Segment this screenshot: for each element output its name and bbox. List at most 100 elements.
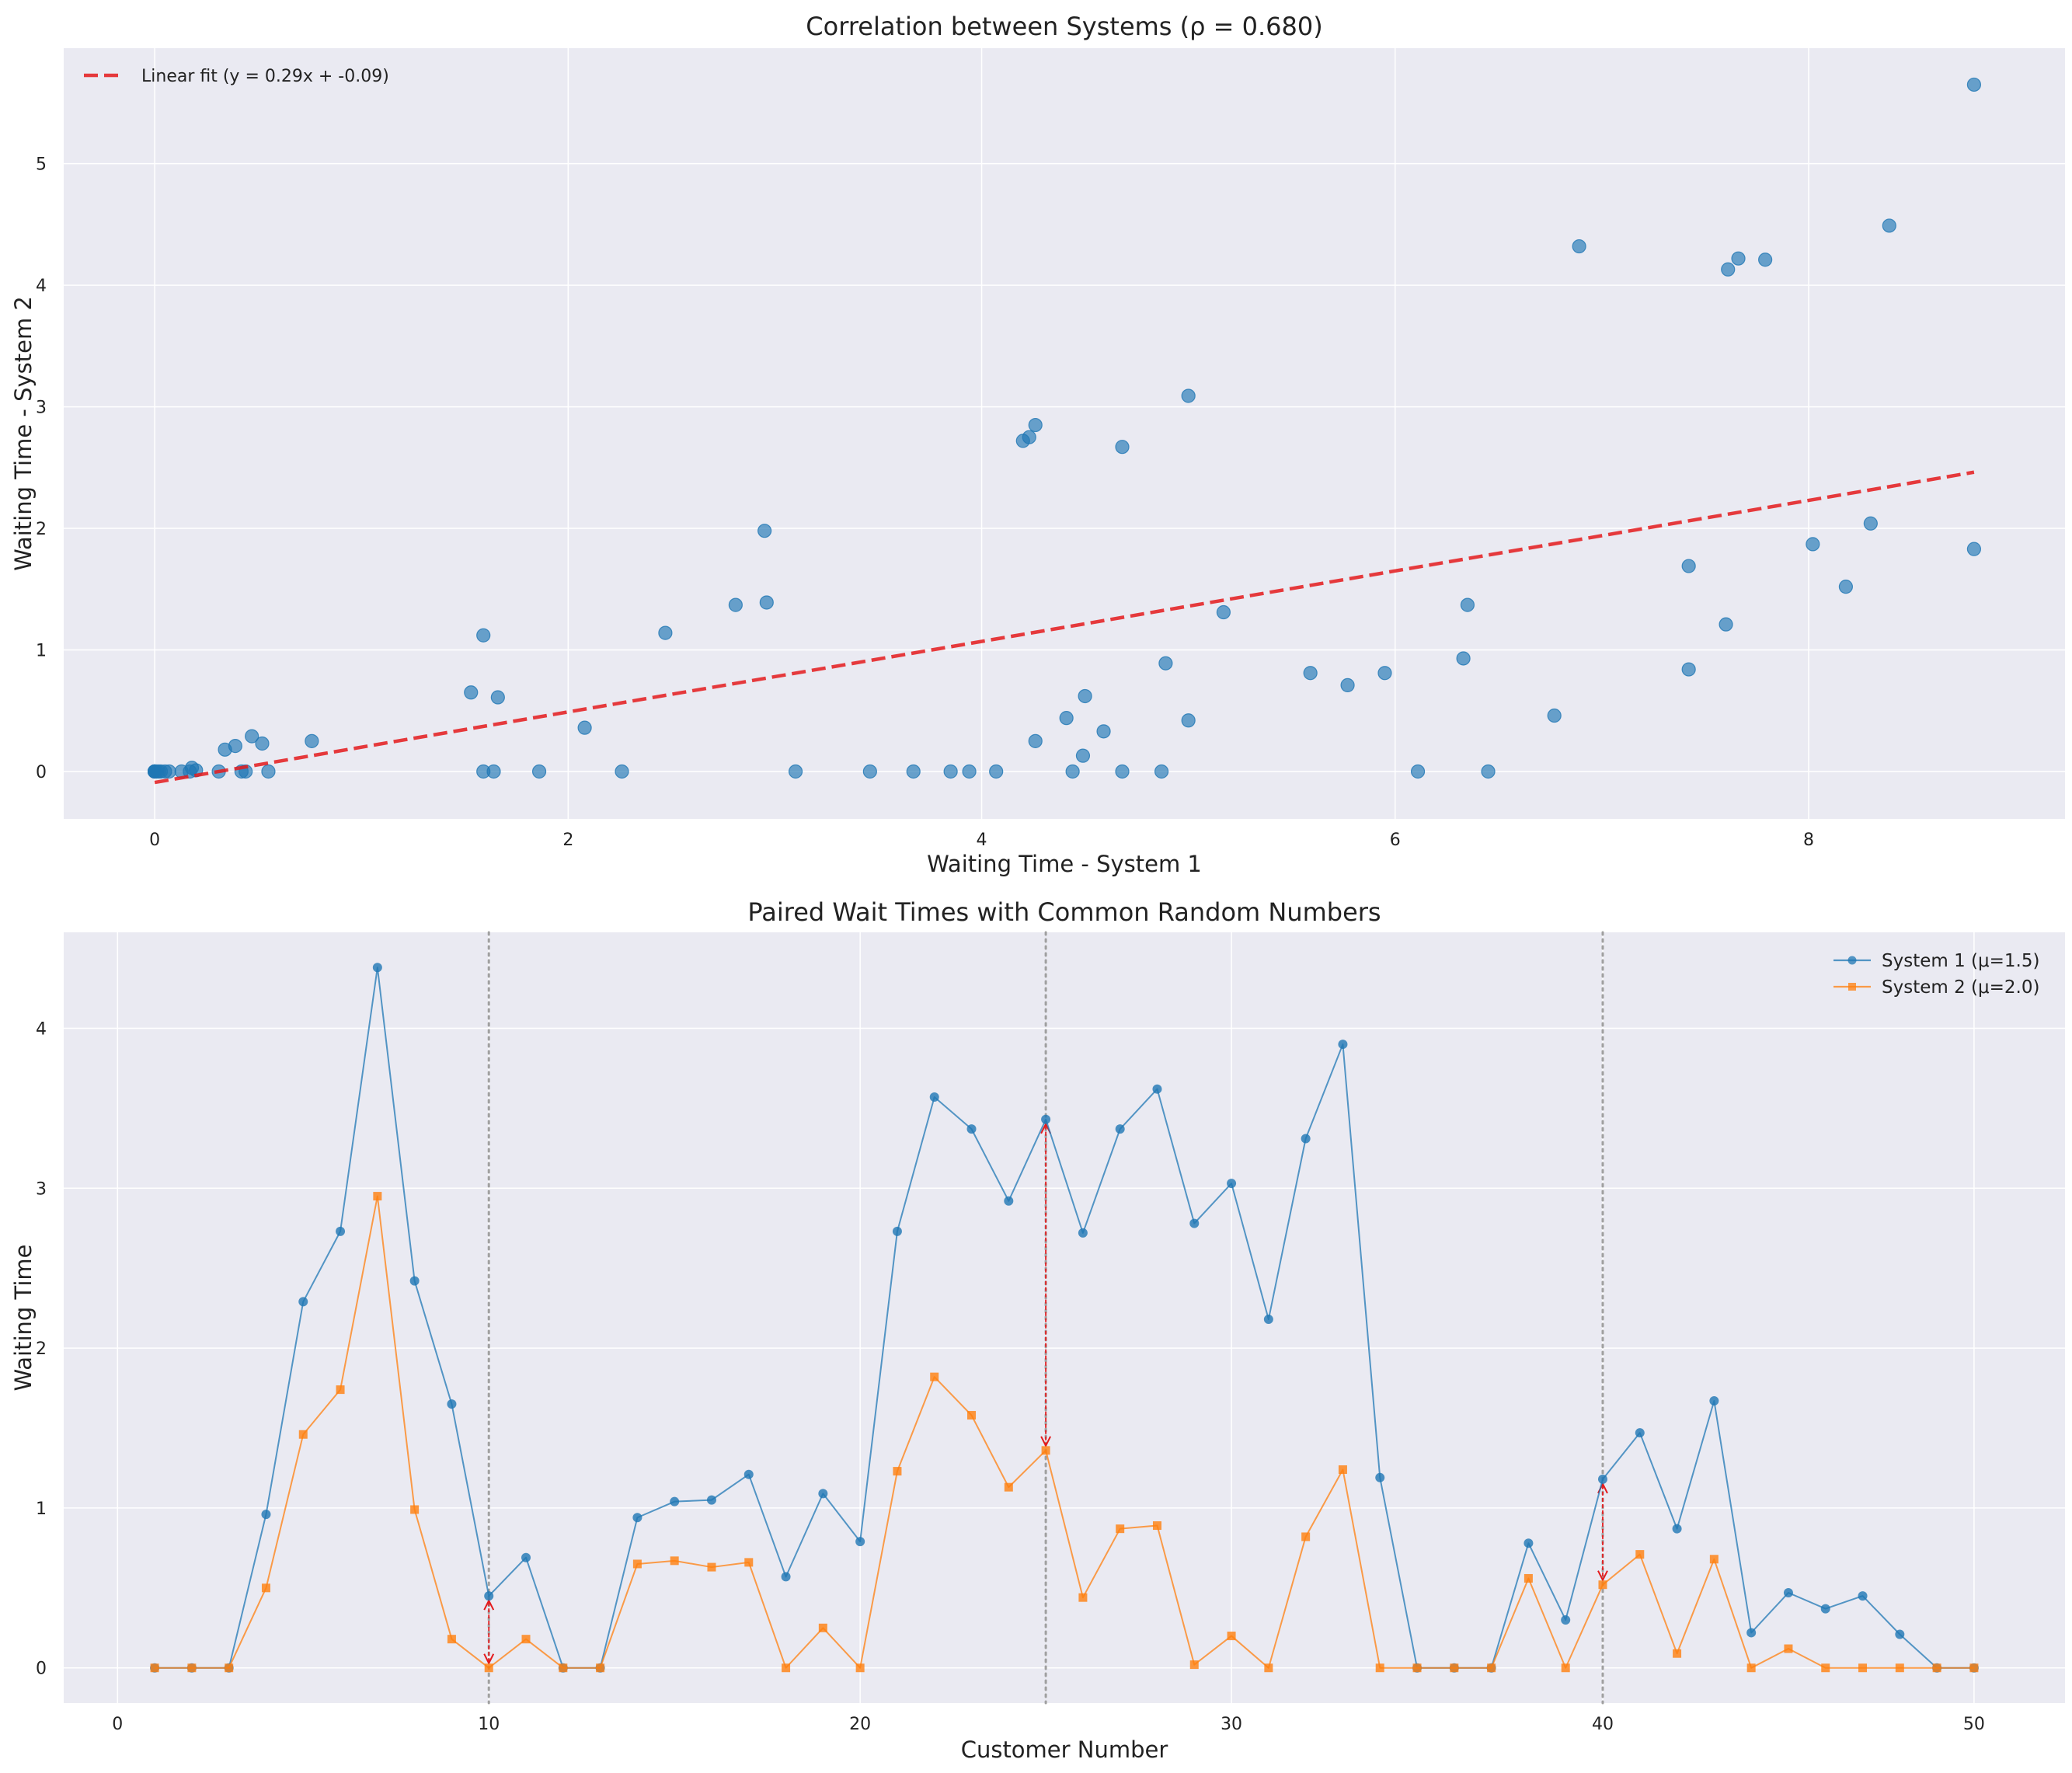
scatter-point xyxy=(1410,764,1426,779)
scatter-point xyxy=(1719,617,1733,632)
scatter-point xyxy=(184,761,200,775)
series-2-point xyxy=(1895,1663,1904,1673)
series-1-point xyxy=(743,1469,754,1479)
series-2-point xyxy=(1116,1524,1125,1534)
scatter-x-tick-label: 0 xyxy=(149,831,160,850)
series-2-point xyxy=(893,1467,902,1476)
series-2-point xyxy=(1264,1663,1273,1673)
series-1-point xyxy=(1004,1196,1014,1206)
paired-y-tick-label: 4 xyxy=(36,1019,47,1039)
series-1-point xyxy=(855,1537,865,1547)
legend-system1-marker xyxy=(1847,956,1857,965)
scatter-point xyxy=(305,733,319,748)
series-2 xyxy=(150,1192,1979,1673)
scatter-x-tick-label: 4 xyxy=(977,831,987,850)
series-2-point xyxy=(670,1556,679,1566)
paired-panel: 0 10 20 30 40 50 0 1 2 3 4 Paired Wait Times with… xyxy=(10,897,2065,1763)
scatter-point xyxy=(1456,651,1471,666)
series-1-point xyxy=(1709,1396,1719,1406)
scatter-point xyxy=(1731,251,1746,266)
series-2-point xyxy=(1635,1550,1645,1559)
scatter-point xyxy=(658,625,673,640)
series-2-point xyxy=(1746,1663,1756,1673)
scatter-point xyxy=(1966,77,1982,92)
scatter-point xyxy=(1681,662,1696,677)
paired-y-tick-label: 0 xyxy=(36,1660,47,1679)
series-2-point xyxy=(225,1663,234,1673)
paired-x-tick-label: 10 xyxy=(478,1715,500,1734)
series-1-point xyxy=(1227,1179,1237,1189)
series-1-point xyxy=(966,1124,977,1134)
scatter-point xyxy=(1460,597,1475,612)
scatter-point xyxy=(261,764,276,779)
scatter-point xyxy=(1966,542,1982,556)
series-1-point xyxy=(409,1276,420,1286)
series-1-point xyxy=(670,1496,680,1507)
series-1-point xyxy=(1041,1114,1051,1124)
series-2-point xyxy=(1301,1532,1311,1541)
series-2-point xyxy=(1450,1663,1459,1673)
scatter-point xyxy=(1806,537,1820,552)
scatter-panel: 0 2 4 6 8 0 1 2 3 4 5 Correlation between Systems… xyxy=(10,12,2065,877)
series-2-point xyxy=(1524,1573,1533,1583)
series-2-point xyxy=(1078,1593,1088,1602)
scatter-point xyxy=(1481,764,1496,779)
paired-x-tick-label: 20 xyxy=(849,1715,871,1734)
paired-legend: System 1 (μ=1.5) System 2 (μ=2.0) xyxy=(1833,951,2039,998)
series-2-point xyxy=(1969,1663,1979,1673)
scatter-point xyxy=(1863,516,1878,531)
scatter-point xyxy=(757,524,772,538)
series-1-point xyxy=(372,963,382,973)
series-1-point xyxy=(1635,1428,1645,1438)
scatter-point xyxy=(1115,764,1130,779)
difference-arrow xyxy=(483,1598,495,1665)
series-1-point xyxy=(1189,1218,1200,1228)
scatter-point xyxy=(1115,440,1130,455)
series-1-point xyxy=(336,1226,346,1236)
scatter-point xyxy=(728,597,743,612)
scatter-point xyxy=(1059,711,1074,726)
scatter-point xyxy=(577,720,592,735)
series-1-point xyxy=(1301,1134,1311,1144)
scatter-y-label: Waiting Time - System 2 xyxy=(10,296,37,571)
series-2-point xyxy=(1821,1663,1830,1673)
series-2-point xyxy=(1412,1663,1422,1673)
scatter-point xyxy=(531,764,547,779)
scatter-x-tick-label: 8 xyxy=(1803,831,1814,850)
series-2-point xyxy=(1709,1555,1719,1564)
scatter-points xyxy=(147,77,1982,779)
series-2-point xyxy=(1673,1649,1682,1658)
series-1-point xyxy=(706,1495,716,1505)
series-2-point xyxy=(1338,1465,1347,1475)
scatter-point xyxy=(1096,724,1111,739)
scatter-point xyxy=(759,595,774,610)
series-1-point xyxy=(1152,1084,1162,1094)
series-1-point xyxy=(261,1510,271,1520)
scatter-point xyxy=(162,764,176,779)
series-2-point xyxy=(1189,1660,1199,1670)
series-2-point xyxy=(1375,1663,1384,1673)
scatter-point xyxy=(1075,748,1091,763)
scatter-point xyxy=(245,729,259,744)
series-1-point xyxy=(1561,1615,1571,1625)
scatter-point xyxy=(490,690,505,705)
series-2-point xyxy=(1152,1521,1161,1531)
scatter-point xyxy=(476,628,491,643)
series-1-line xyxy=(155,967,1974,1669)
scatter-point xyxy=(1154,764,1169,779)
scatter-point xyxy=(906,764,921,779)
scatter-y-ticks: 0 1 2 3 4 5 xyxy=(36,155,47,782)
series-2-point xyxy=(1784,1644,1793,1653)
series-1-point xyxy=(1597,1474,1607,1484)
scatter-point xyxy=(788,764,803,779)
series-2-point xyxy=(855,1663,865,1673)
scatter-legend: Linear fit (y = 0.29x + -0.09) xyxy=(84,67,389,86)
scatter-x-label: Waiting Time - System 1 xyxy=(927,851,1202,877)
series-2-point xyxy=(1858,1663,1868,1673)
scatter-point xyxy=(1158,656,1173,671)
series-1-point xyxy=(1115,1124,1125,1134)
series-1-point xyxy=(484,1591,494,1601)
difference-arrow-head-down xyxy=(1040,1436,1051,1448)
legend-system1-label: System 1 (μ=1.5) xyxy=(1882,951,2039,971)
